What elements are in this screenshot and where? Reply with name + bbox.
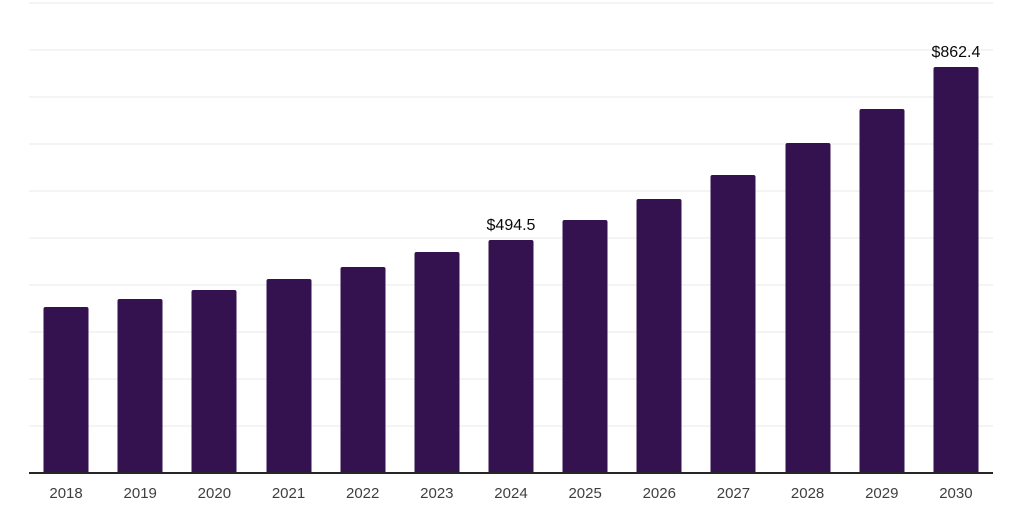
x-tick-label: 2028 — [790, 485, 825, 502]
bar-2018 — [43, 307, 89, 472]
x-tick-label: 2022 — [345, 485, 380, 502]
bar-band: $494.5 — [474, 2, 548, 472]
x-tick-label: 2021 — [271, 485, 306, 502]
bar-band — [548, 2, 622, 472]
bar-2026 — [636, 198, 682, 472]
bar-band — [845, 2, 919, 472]
bar-band — [251, 2, 325, 472]
bar-band — [622, 2, 696, 472]
x-tick-label: 2029 — [865, 485, 899, 502]
bar-value-label: $494.5 — [486, 216, 536, 234]
bar-2022 — [340, 267, 386, 472]
bar-band — [29, 2, 103, 472]
bar-band: $862.4 — [919, 2, 993, 472]
x-tick-label: 2024 — [494, 485, 528, 502]
bar-band — [326, 2, 400, 472]
bar-band — [400, 2, 474, 472]
bar-band — [103, 2, 177, 472]
plot-area: $494.5 $862.4 — [29, 2, 993, 474]
bar-band — [177, 2, 251, 472]
x-tick-label: 2020 — [197, 485, 232, 502]
bar-2028 — [785, 143, 831, 472]
x-tick-label: 2030 — [939, 485, 973, 502]
bar-2030 — [933, 66, 979, 472]
bar-value-label: $862.4 — [931, 43, 981, 61]
x-tick-label: 2026 — [642, 485, 676, 502]
x-tick-label: 2025 — [568, 485, 602, 502]
bar-2024 — [488, 239, 534, 472]
bar-2020 — [191, 290, 237, 472]
bar-2023 — [414, 251, 460, 472]
x-tick-label: 2018 — [49, 485, 83, 502]
bar-2029 — [859, 109, 905, 472]
x-tick-label: 2019 — [123, 485, 157, 502]
x-tick-label: 2027 — [716, 485, 751, 502]
bar-band — [696, 2, 770, 472]
bar-2019 — [117, 299, 163, 472]
x-axis-labels: 2018 2019 2020 2021 2022 2023 2024 2025 2026 2027… — [29, 482, 993, 506]
bar-band — [771, 2, 845, 472]
bar-2025 — [562, 219, 608, 472]
x-tick-label: 2023 — [420, 485, 454, 502]
bar-2021 — [266, 278, 312, 472]
bar-2027 — [710, 174, 756, 472]
